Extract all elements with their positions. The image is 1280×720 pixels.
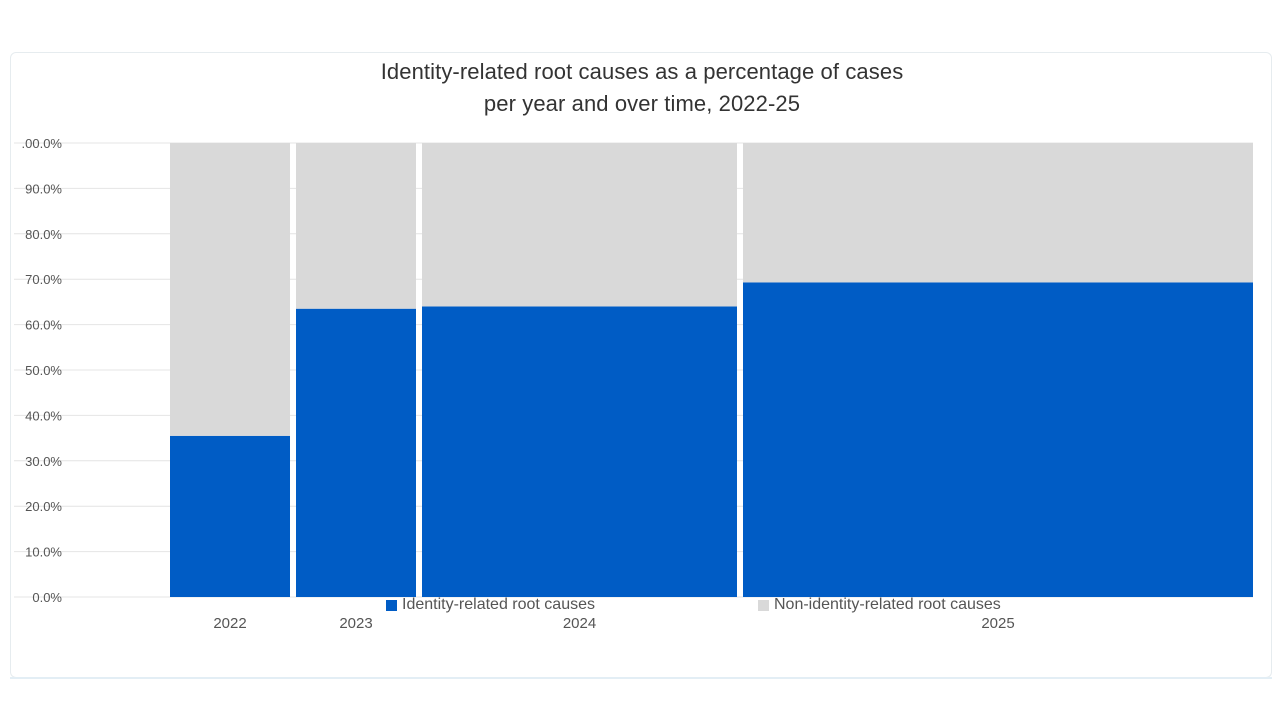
x-tick-label-2023: 2023 [339, 615, 372, 632]
bar-segment-identity-2023 [296, 308, 416, 597]
legend-label-identity: Identity-related root causes [402, 596, 595, 613]
x-tick-label-2022: 2022 [213, 615, 246, 632]
bar-segment-identity-2025 [743, 282, 1253, 597]
y-tick-label: 80.0% [25, 227, 62, 242]
y-tick-label: 70.0% [25, 272, 62, 287]
y-tick-label: .00.0% [22, 136, 63, 151]
bar-segment-non-identity-2025 [743, 143, 1253, 283]
y-tick-label: 10.0% [25, 545, 62, 560]
legend-swatch-identity [386, 599, 397, 611]
y-tick-label: 20.0% [25, 499, 62, 514]
legend-item-non-identity: Non-identity-related root causes [758, 594, 1001, 616]
bar-segment-non-identity-2024 [422, 143, 737, 307]
bar-segment-identity-2024 [422, 306, 737, 597]
x-tick-label-2024: 2024 [563, 615, 596, 632]
chart-title-line-1: Identity-related root causes as a percen… [380, 59, 904, 84]
legend-swatch-non-identity [758, 599, 769, 611]
bar-segment-identity-2022 [170, 435, 290, 597]
y-tick-label: 30.0% [25, 454, 62, 469]
legend-label-non-identity: Non-identity-related root causes [774, 596, 1001, 613]
y-tick-label: 50.0% [25, 363, 62, 378]
bottom-rule [10, 677, 1272, 679]
y-tick-label: 60.0% [25, 318, 62, 333]
bar-segment-non-identity-2022 [170, 143, 290, 436]
bar-segment-non-identity-2023 [296, 143, 416, 309]
x-tick-label-2025: 2025 [981, 615, 1014, 632]
chart-title-line-2: per year and over time, 2022-25 [483, 91, 801, 116]
legend-item-identity: Identity-related root causes [386, 594, 595, 616]
y-tick-label: 90.0% [25, 181, 62, 196]
y-tick-label: 0.0% [32, 590, 62, 605]
y-tick-label: 40.0% [25, 408, 62, 423]
